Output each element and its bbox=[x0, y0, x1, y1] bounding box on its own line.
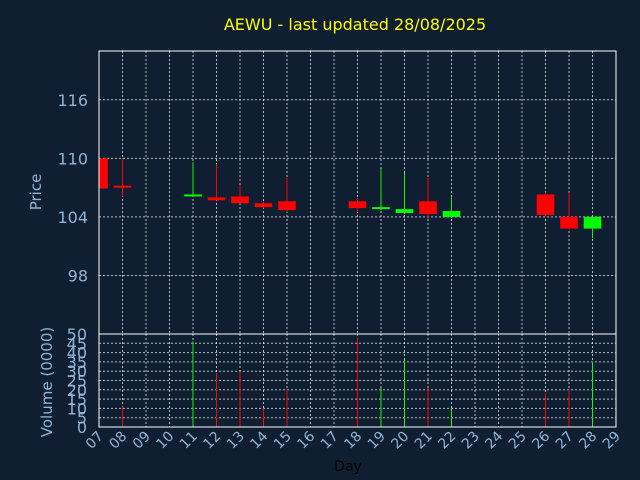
price-axis-label: Price bbox=[27, 174, 45, 211]
chart-title: AEWU - last updated 28/08/2025 bbox=[224, 15, 486, 34]
volume-y-tick-label: 45 bbox=[67, 334, 87, 353]
volume-panel-frame bbox=[98, 333, 617, 428]
candle-body bbox=[560, 216, 578, 229]
candle-body bbox=[583, 216, 602, 229]
candle-body bbox=[442, 211, 461, 217]
volume-y-tick-label: 40 bbox=[67, 344, 87, 363]
candle-body bbox=[184, 194, 202, 197]
candle-body bbox=[348, 201, 367, 209]
volume-y-tick-label: 10 bbox=[67, 399, 87, 418]
price-y-tick-label: 98 bbox=[68, 266, 88, 285]
candle-body bbox=[372, 207, 390, 210]
volume-y-tick-label: 0 bbox=[77, 418, 87, 437]
volume-y-tick-label: 35 bbox=[67, 353, 87, 372]
price-y-tick-label: 104 bbox=[57, 208, 88, 227]
volume-y-tick-label: 15 bbox=[67, 390, 87, 409]
candles bbox=[98, 153, 602, 239]
candle-body bbox=[207, 197, 226, 201]
candle-body bbox=[231, 196, 249, 204]
candle-body bbox=[278, 201, 296, 211]
candle-body bbox=[395, 209, 414, 213]
candle-body bbox=[536, 194, 555, 215]
candle-body bbox=[254, 203, 273, 208]
volume-y-tick-label: 50 bbox=[67, 325, 87, 344]
price-y-tick-label: 110 bbox=[57, 149, 88, 168]
volume-y-tick-label: 5 bbox=[77, 409, 87, 428]
x-axis-label: Day bbox=[334, 459, 362, 475]
volume-y-tick-label: 20 bbox=[67, 381, 87, 400]
volume-axis-label: Volume (0000) bbox=[38, 327, 56, 437]
candle-body bbox=[113, 185, 132, 188]
price-y-tick-label: 116 bbox=[57, 91, 88, 110]
candle-body bbox=[99, 158, 108, 189]
volume-y-tick-label: 30 bbox=[67, 362, 87, 381]
volume-y-tick-label: 25 bbox=[67, 372, 87, 391]
volume-bars bbox=[122, 337, 593, 427]
price-y-ticks: 98 104 110 116 bbox=[57, 91, 88, 286]
x-ticks: 07 08 09 10 11 12 13 14 15 16 17 18 19 20 21 22 23 24 25 26… bbox=[83, 428, 624, 452]
candle-body bbox=[419, 201, 437, 214]
